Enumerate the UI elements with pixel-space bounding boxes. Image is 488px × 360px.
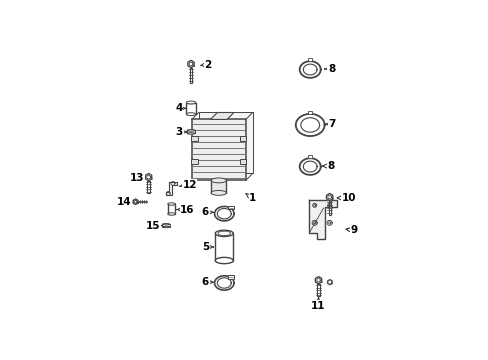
Bar — [187, 130, 195, 134]
Ellipse shape — [187, 133, 195, 134]
Bar — [307, 58, 312, 61]
Polygon shape — [210, 112, 233, 120]
Text: 8: 8 — [322, 161, 334, 171]
Text: 12: 12 — [179, 180, 197, 190]
Polygon shape — [198, 112, 252, 174]
Polygon shape — [187, 60, 194, 68]
Ellipse shape — [211, 178, 226, 183]
Bar — [191, 136, 197, 141]
Bar — [307, 111, 312, 114]
Text: 15: 15 — [145, 221, 161, 231]
Bar — [191, 158, 197, 163]
Polygon shape — [166, 182, 177, 195]
Text: 13: 13 — [130, 173, 145, 183]
Polygon shape — [327, 280, 331, 285]
Text: 6: 6 — [202, 207, 212, 217]
Polygon shape — [308, 200, 336, 239]
Ellipse shape — [162, 224, 169, 225]
Text: 10: 10 — [336, 193, 356, 203]
Ellipse shape — [215, 257, 233, 264]
Bar — [307, 156, 312, 158]
Ellipse shape — [167, 213, 175, 215]
Text: 7: 7 — [325, 119, 335, 129]
Text: 6: 6 — [202, 277, 212, 287]
Bar — [328, 201, 330, 215]
Text: 11: 11 — [311, 297, 325, 311]
Bar — [240, 158, 245, 163]
Text: 14: 14 — [117, 197, 132, 207]
Polygon shape — [191, 120, 245, 180]
Text: 9: 9 — [346, 225, 357, 235]
Text: 2: 2 — [200, 59, 211, 69]
Ellipse shape — [187, 130, 195, 131]
Text: 5: 5 — [202, 242, 213, 252]
Bar — [227, 206, 234, 210]
Ellipse shape — [215, 230, 233, 237]
Bar — [227, 275, 234, 279]
Ellipse shape — [186, 113, 195, 116]
Bar — [240, 136, 245, 141]
Bar — [186, 103, 195, 114]
Text: 1: 1 — [245, 193, 256, 203]
Ellipse shape — [162, 226, 169, 228]
Bar — [211, 180, 226, 193]
Text: 16: 16 — [177, 204, 194, 215]
Text: 8: 8 — [324, 64, 334, 74]
Bar — [167, 204, 175, 214]
Ellipse shape — [211, 190, 226, 195]
Polygon shape — [326, 193, 332, 201]
Polygon shape — [145, 174, 151, 181]
Polygon shape — [315, 276, 321, 284]
Ellipse shape — [186, 101, 195, 104]
Bar — [147, 181, 149, 193]
Text: 4: 4 — [175, 103, 186, 113]
Ellipse shape — [218, 231, 230, 235]
Text: 3: 3 — [175, 127, 186, 137]
Ellipse shape — [167, 203, 175, 205]
Bar — [189, 68, 192, 83]
Bar — [215, 233, 233, 261]
Polygon shape — [133, 199, 138, 204]
Bar — [317, 284, 319, 296]
Bar — [162, 224, 169, 227]
